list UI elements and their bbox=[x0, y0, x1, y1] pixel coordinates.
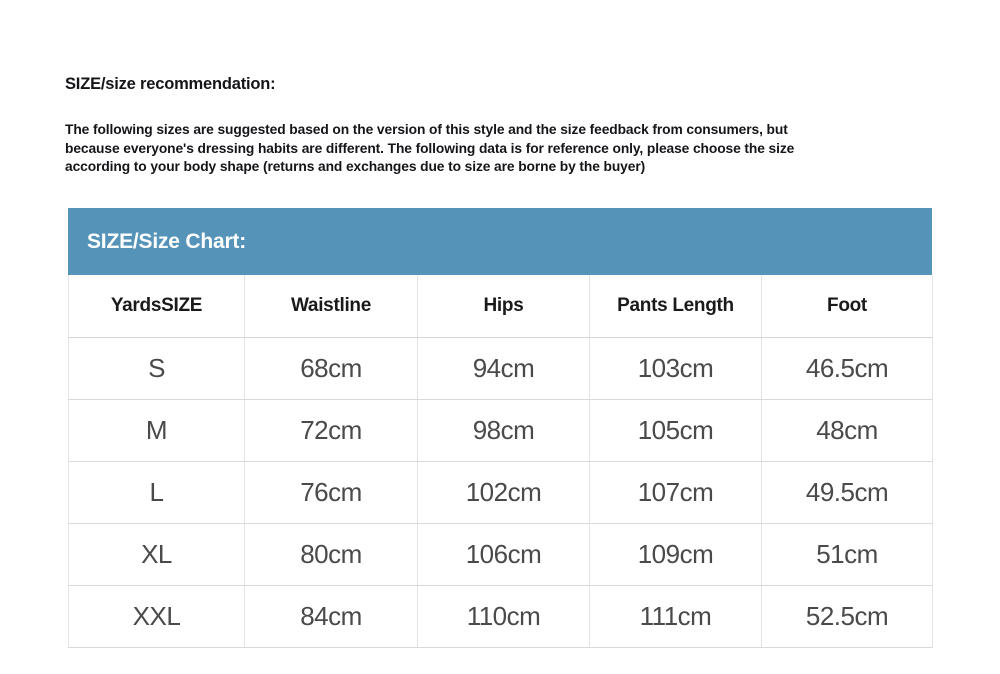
table-header-row: YardsSIZE Waistline Hips Pants Length Fo… bbox=[68, 275, 933, 338]
size-label-cell: L bbox=[68, 460, 245, 524]
size-label-cell: XL bbox=[68, 522, 245, 586]
foot-cell: 48cm bbox=[761, 398, 933, 462]
pants-length-cell: 103cm bbox=[589, 336, 762, 400]
waistline-cell: 80cm bbox=[244, 522, 418, 586]
pants-length-cell: 107cm bbox=[589, 460, 762, 524]
column-header-hips: Hips bbox=[417, 275, 590, 338]
page-title: SIZE/size recommendation: bbox=[65, 75, 276, 93]
waistline-cell: 72cm bbox=[244, 398, 418, 462]
hips-cell: 98cm bbox=[417, 398, 590, 462]
column-header-waistline: Waistline bbox=[244, 275, 418, 338]
disclaimer-line-3: according to your body shape (returns an… bbox=[65, 159, 646, 175]
size-chart-table: YardsSIZE Waistline Hips Pants Length Fo… bbox=[68, 275, 933, 648]
size-disclaimer-paragraph: The following sizes are suggested based … bbox=[65, 121, 794, 177]
foot-cell: 51cm bbox=[761, 522, 933, 586]
pants-length-cell: 111cm bbox=[589, 584, 762, 648]
hips-cell: 106cm bbox=[417, 522, 590, 586]
size-label-cell: XXL bbox=[68, 584, 245, 648]
size-label-cell: S bbox=[68, 336, 245, 400]
table-row-s: S 68cm 94cm 103cm 46.5cm bbox=[68, 336, 933, 400]
foot-cell: 49.5cm bbox=[761, 460, 933, 524]
pants-length-cell: 109cm bbox=[589, 522, 762, 586]
column-header-size: YardsSIZE bbox=[68, 275, 245, 338]
table-row-l: L 76cm 102cm 107cm 49.5cm bbox=[68, 460, 933, 524]
size-chart-title: SIZE/Size Chart: bbox=[87, 229, 246, 253]
waistline-cell: 84cm bbox=[244, 584, 418, 648]
column-header-foot: Foot bbox=[761, 275, 933, 338]
foot-cell: 52.5cm bbox=[761, 584, 933, 648]
table-row-xxl: XXL 84cm 110cm 111cm 52.5cm bbox=[68, 584, 933, 648]
foot-cell: 46.5cm bbox=[761, 336, 933, 400]
table-row-m: M 72cm 98cm 105cm 48cm bbox=[68, 398, 933, 462]
hips-cell: 110cm bbox=[417, 584, 590, 648]
column-header-pants-length: Pants Length bbox=[589, 275, 762, 338]
size-chart-title-bar: SIZE/Size Chart: bbox=[68, 208, 932, 275]
table-row-xl: XL 80cm 106cm 109cm 51cm bbox=[68, 522, 933, 586]
pants-length-cell: 105cm bbox=[589, 398, 762, 462]
disclaimer-line-2: because everyone's dressing habits are d… bbox=[65, 140, 795, 156]
hips-cell: 94cm bbox=[417, 336, 590, 400]
waistline-cell: 76cm bbox=[244, 460, 418, 524]
waistline-cell: 68cm bbox=[244, 336, 418, 400]
size-label-cell: M bbox=[68, 398, 245, 462]
disclaimer-line-1: The following sizes are suggested based … bbox=[65, 122, 788, 137]
hips-cell: 102cm bbox=[417, 460, 590, 524]
